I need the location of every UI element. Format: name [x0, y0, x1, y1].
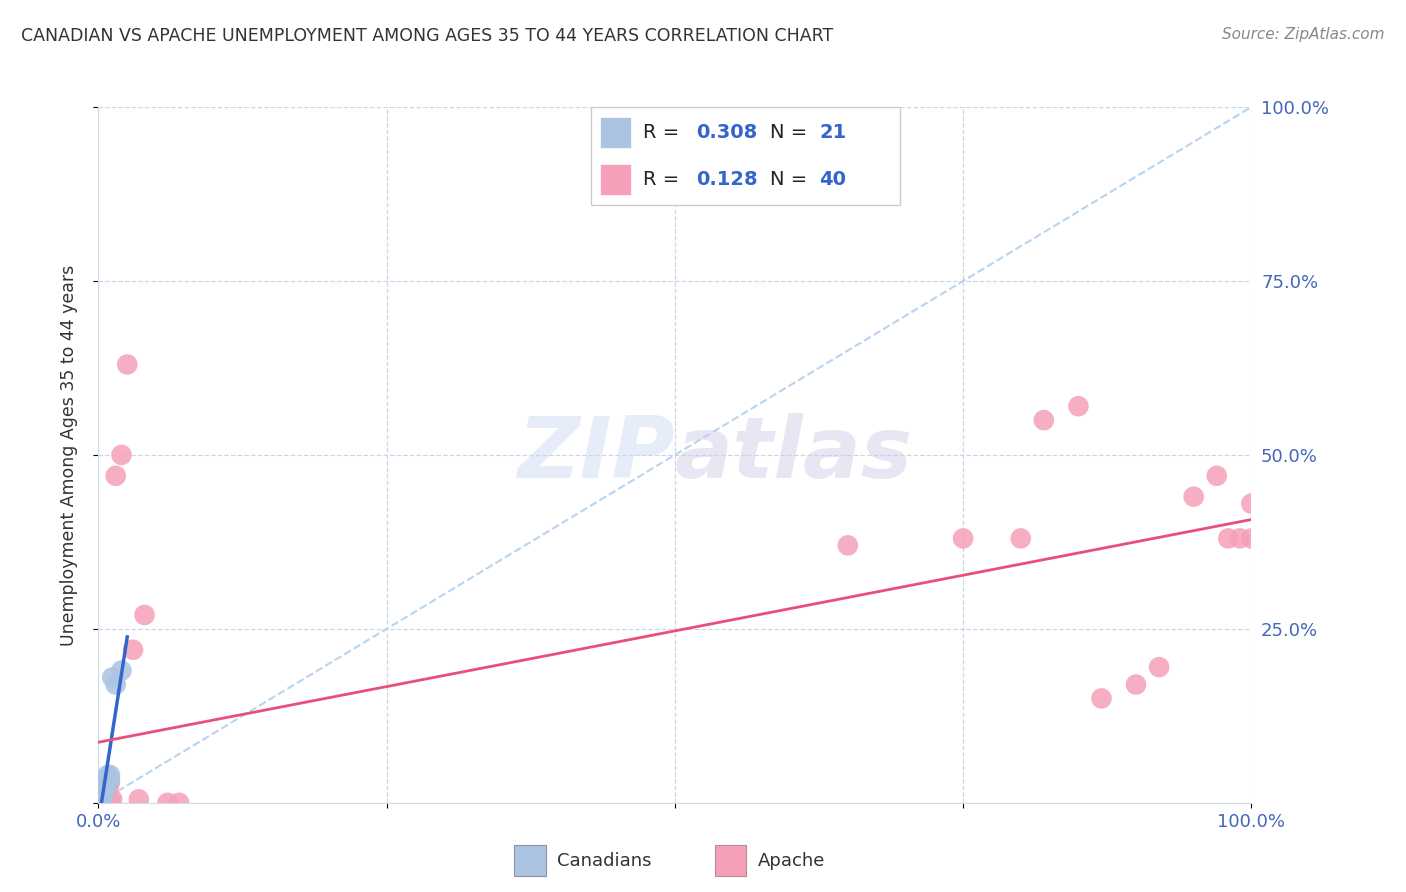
Point: [97, 775, 120, 789]
Point: [110, 664, 132, 678]
Point: [837, 538, 859, 552]
Point: [90, 789, 112, 803]
Point: [90, 796, 112, 810]
Text: R =: R =: [643, 170, 686, 189]
Point: [1182, 490, 1205, 504]
Point: [952, 532, 974, 546]
Point: [89, 789, 111, 803]
Point: [98, 792, 121, 806]
Point: [90, 778, 112, 792]
Point: [104, 677, 127, 691]
Text: 0.308: 0.308: [696, 123, 756, 142]
Point: [89, 792, 111, 806]
Text: CANADIAN VS APACHE UNEMPLOYMENT AMONG AGES 35 TO 44 YEARS CORRELATION CHART: CANADIAN VS APACHE UNEMPLOYMENT AMONG AG…: [21, 27, 834, 45]
Point: [98, 768, 121, 782]
Point: [1032, 413, 1054, 427]
Text: R =: R =: [643, 123, 686, 142]
Text: 21: 21: [820, 123, 846, 142]
Point: [91, 781, 114, 796]
Point: [1010, 532, 1032, 546]
Point: [93, 778, 115, 792]
Point: [167, 796, 190, 810]
Point: [93, 789, 115, 803]
Text: ZIP: ZIP: [517, 413, 675, 497]
Point: [97, 768, 120, 782]
Point: [91, 781, 114, 796]
Point: [89, 796, 111, 810]
Text: atlas: atlas: [675, 413, 912, 497]
Point: [122, 642, 145, 657]
Point: [98, 772, 121, 786]
Point: [1205, 468, 1227, 483]
Text: 40: 40: [820, 170, 846, 189]
Point: [1240, 532, 1263, 546]
Point: [90, 792, 112, 806]
Point: [97, 775, 120, 789]
Text: 0.128: 0.128: [696, 170, 758, 189]
Point: [1229, 532, 1251, 546]
Point: [89, 792, 111, 806]
Point: [101, 671, 124, 685]
Point: [96, 781, 118, 796]
Point: [93, 781, 115, 796]
Text: N =: N =: [770, 123, 814, 142]
Point: [156, 796, 179, 810]
Point: [90, 789, 112, 803]
Point: [1240, 497, 1263, 511]
Point: [97, 778, 120, 792]
Point: [117, 358, 139, 372]
Point: [87, 796, 110, 810]
Point: [98, 775, 121, 789]
Point: [1147, 660, 1170, 674]
Point: [91, 792, 114, 806]
Point: [110, 448, 132, 462]
Text: Apache: Apache: [758, 852, 825, 870]
Point: [90, 781, 112, 796]
Point: [1125, 677, 1147, 691]
Point: [101, 792, 124, 806]
Point: [97, 772, 120, 786]
Point: [1090, 691, 1112, 706]
Point: [91, 789, 114, 803]
FancyBboxPatch shape: [600, 164, 631, 195]
Point: [94, 792, 117, 806]
Point: [93, 785, 115, 799]
FancyBboxPatch shape: [515, 846, 546, 876]
FancyBboxPatch shape: [591, 107, 900, 205]
Point: [104, 468, 127, 483]
Point: [1218, 532, 1240, 546]
Point: [90, 781, 112, 796]
Text: Canadians: Canadians: [557, 852, 652, 870]
Point: [94, 778, 117, 792]
Point: [94, 781, 117, 796]
Text: Source: ZipAtlas.com: Source: ZipAtlas.com: [1222, 27, 1385, 42]
Point: [128, 792, 150, 806]
FancyBboxPatch shape: [714, 846, 747, 876]
Y-axis label: Unemployment Among Ages 35 to 44 years: Unemployment Among Ages 35 to 44 years: [59, 264, 77, 646]
Point: [1067, 399, 1090, 413]
Point: [134, 607, 156, 622]
FancyBboxPatch shape: [600, 117, 631, 148]
Point: [96, 775, 118, 789]
Text: N =: N =: [770, 170, 814, 189]
Point: [90, 785, 112, 799]
